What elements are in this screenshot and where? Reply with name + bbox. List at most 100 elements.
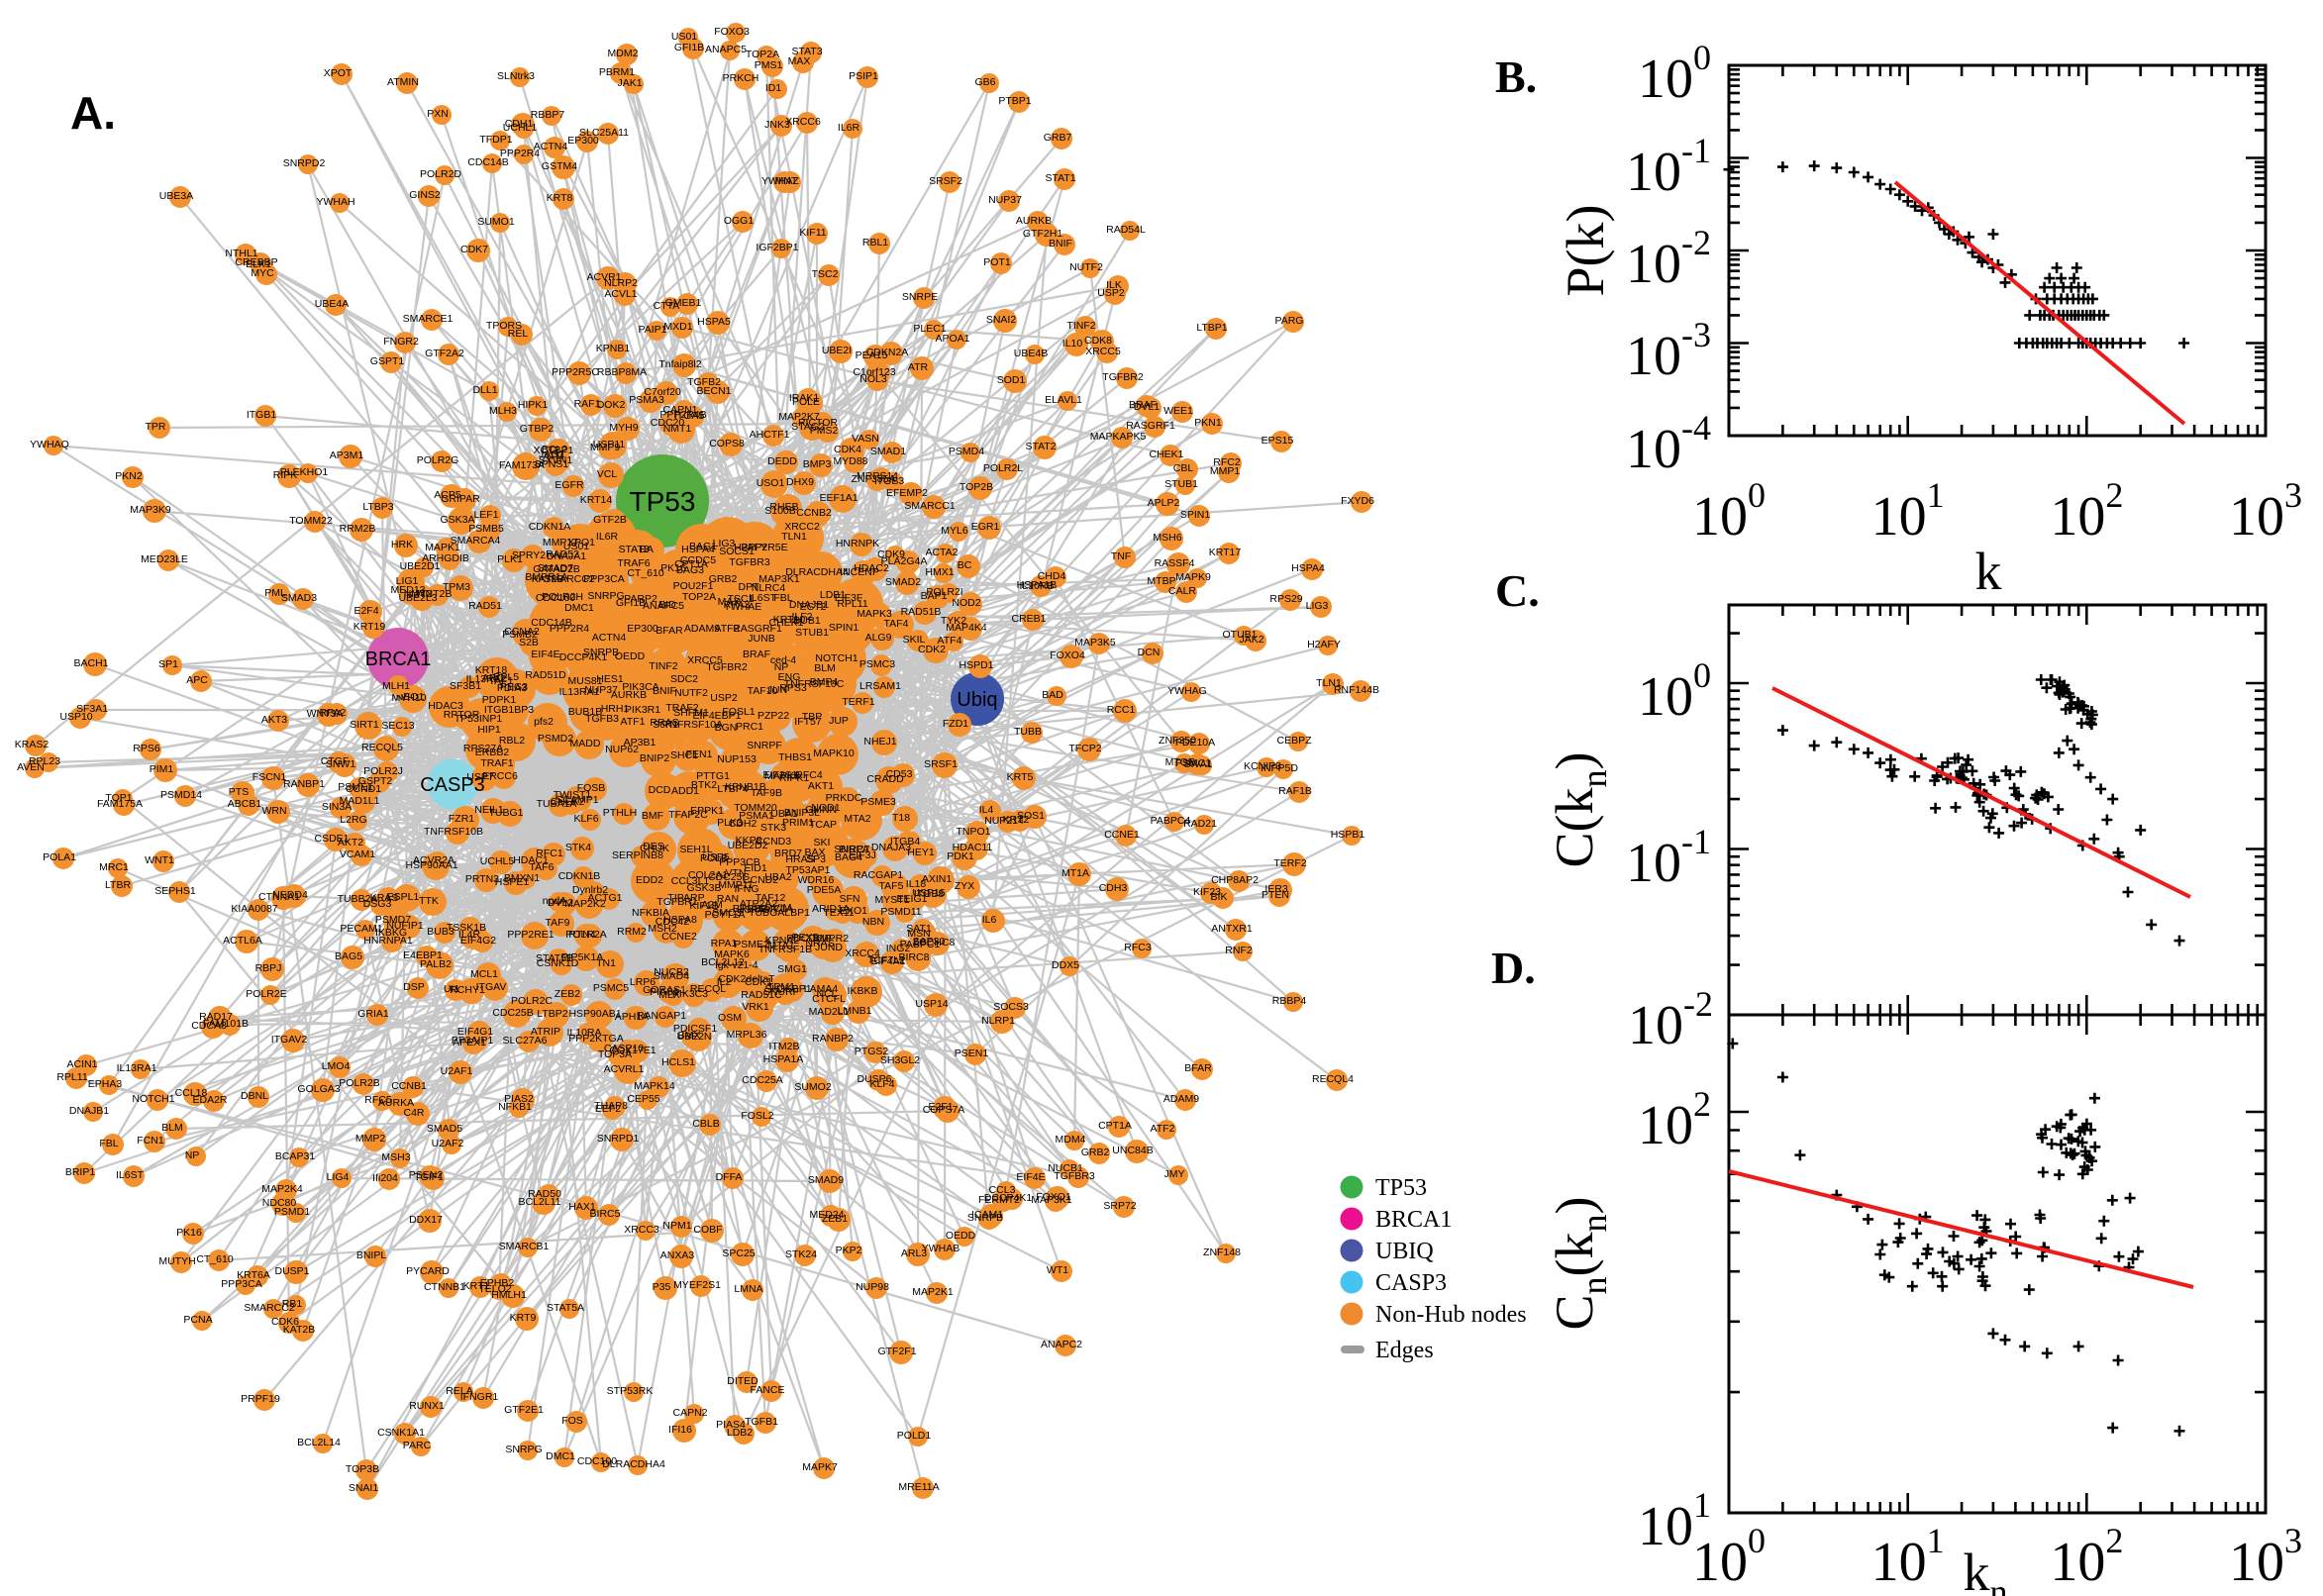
svg-text:CDC100: CDC100 xyxy=(536,592,575,604)
svg-text:SLC25A11: SLC25A11 xyxy=(579,127,629,139)
svg-text:E2F1: E2F1 xyxy=(928,1101,953,1113)
svg-text:PRIM1: PRIM1 xyxy=(782,817,814,829)
svg-text:TFAP2C: TFAP2C xyxy=(668,809,708,821)
svg-text:APLP2: APLP2 xyxy=(1148,497,1180,509)
svg-text:10-1: 10-1 xyxy=(1626,822,1711,894)
svg-text:TFDP1: TFDP1 xyxy=(479,134,512,146)
svg-text:ATF2: ATF2 xyxy=(1151,1123,1175,1135)
svg-text:PRPF19: PRPF19 xyxy=(241,1393,280,1405)
svg-text:EIF2S1: EIF2S1 xyxy=(762,769,797,781)
svg-text:XPO1: XPO1 xyxy=(567,537,595,549)
svg-text:UBA1: UBA1 xyxy=(770,808,798,820)
svg-text:BTK2: BTK2 xyxy=(691,779,717,791)
svg-text:KAT2B: KAT2B xyxy=(532,573,563,585)
svg-text:IL4R: IL4R xyxy=(458,929,481,941)
svg-text:ENG: ENG xyxy=(778,671,801,683)
svg-text:ANTXR1: ANTXR1 xyxy=(1211,923,1253,935)
svg-text:IL10: IL10 xyxy=(1062,338,1083,349)
svg-text:CDC20: CDC20 xyxy=(651,417,685,429)
svg-text:BNIF: BNIF xyxy=(1049,238,1072,249)
svg-text:TSC1: TSC1 xyxy=(728,593,755,605)
svg-text:ZCCHC8: ZCCHC8 xyxy=(913,937,956,948)
svg-text:FOXO1: FOXO1 xyxy=(1036,1191,1071,1203)
svg-text:SP3: SP3 xyxy=(806,853,826,865)
svg-text:NPM1: NPM1 xyxy=(662,1220,691,1232)
svg-text:TCF7L2: TCF7L2 xyxy=(867,954,905,966)
svg-text:PRKCH: PRKCH xyxy=(723,72,759,84)
svg-text:SNRPD2: SNRPD2 xyxy=(283,157,326,169)
svg-text:ITGB1BP3: ITGB1BP3 xyxy=(484,704,534,716)
svg-text:RANBP1: RANBP1 xyxy=(283,778,325,790)
svg-text:GSTM4: GSTM4 xyxy=(542,160,577,172)
svg-text:IL6ST: IL6ST xyxy=(749,592,777,604)
svg-text:VIM: VIM xyxy=(773,902,792,914)
svg-text:ILK: ILK xyxy=(1106,279,1122,291)
svg-text:RPS27A: RPS27A xyxy=(463,743,503,754)
svg-text:BRAF: BRAF xyxy=(1129,399,1157,411)
svg-text:TLN1: TLN1 xyxy=(781,531,807,543)
svg-text:SPIN1: SPIN1 xyxy=(829,622,859,634)
svg-text:CREB1: CREB1 xyxy=(1011,613,1046,625)
svg-text:TRAF1: TRAF1 xyxy=(480,757,513,769)
svg-text:TGFBR3: TGFBR3 xyxy=(1054,1170,1095,1182)
svg-text:UNC84B: UNC84B xyxy=(1112,1145,1153,1156)
svg-text:TNFRSF1B: TNFRSF1B xyxy=(758,944,812,955)
svg-text:UBE2L3: UBE2L3 xyxy=(398,592,437,604)
svg-text:HSPB1: HSPB1 xyxy=(1331,829,1365,841)
svg-text:BIRC8: BIRC8 xyxy=(899,951,930,963)
svg-text:MED23LE: MED23LE xyxy=(141,553,188,565)
svg-text:TINF2: TINF2 xyxy=(649,660,677,672)
svg-text:HNRNPK: HNRNPK xyxy=(836,538,879,549)
svg-text:BMF: BMF xyxy=(642,810,663,822)
svg-text:SEH1L: SEH1L xyxy=(679,844,712,855)
svg-text:DCD: DCD xyxy=(649,784,671,796)
svg-text:NMT2: NMT2 xyxy=(404,588,433,600)
svg-text:BUB1: BUB1 xyxy=(793,615,821,627)
svg-text:TGFBR3: TGFBR3 xyxy=(729,556,770,568)
svg-text:NHEJ1: NHEJ1 xyxy=(863,736,896,748)
svg-text:RAF1: RAF1 xyxy=(574,398,601,410)
svg-text:PAIP1: PAIP1 xyxy=(639,324,667,336)
svg-text:EPS15: EPS15 xyxy=(1262,435,1294,447)
svg-text:MMP2: MMP2 xyxy=(355,1133,385,1145)
svg-text:UBE2I: UBE2I xyxy=(822,345,852,356)
svg-text:XRCC2: XRCC2 xyxy=(784,521,820,533)
svg-text:PPP3CB: PPP3CB xyxy=(719,856,759,868)
svg-text:PXN: PXN xyxy=(427,108,449,120)
svg-text:CDK6: CDK6 xyxy=(271,1316,299,1328)
svg-text:PSMC1: PSMC1 xyxy=(1175,757,1211,769)
svg-text:CDKN2A: CDKN2A xyxy=(866,347,909,358)
svg-text:RAF1B: RAF1B xyxy=(1278,785,1312,797)
svg-text:GSPT1: GSPT1 xyxy=(370,355,405,367)
svg-text:IL10RA: IL10RA xyxy=(566,1027,601,1039)
svg-text:PARG: PARG xyxy=(1275,315,1304,327)
svg-text:MAPK9: MAPK9 xyxy=(1175,571,1211,583)
svg-text:RASGRF1: RASGRF1 xyxy=(733,623,782,635)
svg-text:CDK2deltaT: CDK2deltaT xyxy=(718,973,775,985)
svg-text:PSMB2: PSMB2 xyxy=(502,629,538,641)
svg-text:APH1A: APH1A xyxy=(615,1011,649,1023)
svg-text:MTA1: MTA1 xyxy=(767,940,794,951)
svg-text:SPIN1: SPIN1 xyxy=(1180,509,1211,521)
svg-text:TAF12: TAF12 xyxy=(756,892,786,904)
svg-text:BIK: BIK xyxy=(1211,891,1228,903)
svg-text:UCHL1: UCHL1 xyxy=(503,122,538,134)
svg-text:RECQL: RECQL xyxy=(690,983,726,995)
svg-text:WT1: WT1 xyxy=(1047,1264,1068,1276)
svg-text:GFI1B: GFI1B xyxy=(616,597,646,609)
svg-text:SNRPF: SNRPF xyxy=(747,740,782,751)
svg-text:STK3: STK3 xyxy=(760,822,786,834)
svg-text:TGFBR1: TGFBR1 xyxy=(656,896,698,908)
svg-text:RBBP7: RBBP7 xyxy=(531,109,565,121)
svg-text:CD53: CD53 xyxy=(886,768,913,780)
svg-text:PPP2R4: PPP2R4 xyxy=(550,623,589,635)
svg-text:EDD2: EDD2 xyxy=(636,874,663,886)
svg-text:FSCN1: FSCN1 xyxy=(252,771,287,783)
svg-text:FOXO3: FOXO3 xyxy=(714,26,750,38)
svg-text:LDB2: LDB2 xyxy=(727,1427,753,1439)
svg-text:TNF: TNF xyxy=(1111,550,1131,562)
svg-text:ACP5: ACP5 xyxy=(434,489,461,501)
svg-text:TPR: TPR xyxy=(146,421,166,433)
svg-text:PPP3CA: PPP3CA xyxy=(583,573,624,585)
svg-text:Edges: Edges xyxy=(1375,1338,1434,1363)
